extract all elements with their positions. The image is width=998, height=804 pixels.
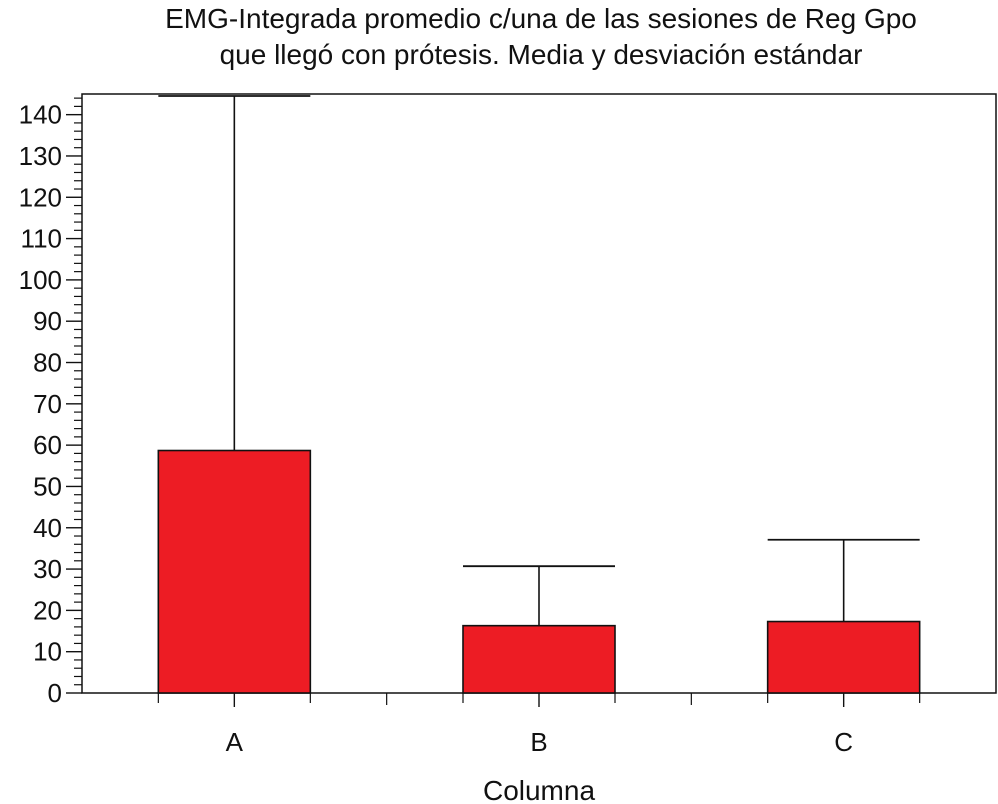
y-tick-label: 90 — [33, 306, 62, 336]
y-tick-label: 140 — [19, 100, 62, 130]
y-tick-label: 50 — [33, 471, 62, 501]
x-tick-label-C: C — [834, 727, 853, 757]
y-tick-label: 10 — [33, 637, 62, 667]
y-tick-label: 40 — [33, 513, 62, 543]
bar-A — [157, 449, 312, 694]
y-tick-label: 120 — [19, 182, 62, 212]
x-tick-label-A: A — [226, 727, 244, 757]
chart-title-line-2: que llegó con prótesis. Media y desviaci… — [219, 39, 863, 70]
y-tick-label: 0 — [48, 678, 62, 708]
y-tick-label: 20 — [33, 595, 62, 625]
y-tick-label: 100 — [19, 265, 62, 295]
y-tick-label: 110 — [21, 224, 62, 254]
y-tick-label: 30 — [33, 554, 62, 584]
bar-B — [462, 624, 616, 694]
y-tick-label: 130 — [19, 141, 62, 171]
bar-C — [766, 620, 921, 694]
chart-title-line-1: EMG-Integrada promedio c/una de las sesi… — [165, 3, 917, 34]
x-axis-title: Columna — [483, 775, 595, 804]
y-tick-label: 80 — [33, 348, 62, 378]
x-tick-label-B: B — [530, 727, 547, 757]
y-tick-label: 70 — [33, 389, 62, 419]
y-tick-label: 60 — [33, 430, 62, 460]
